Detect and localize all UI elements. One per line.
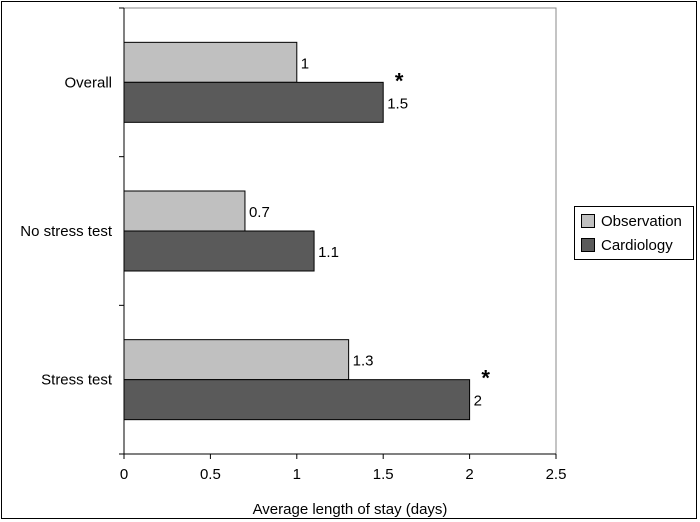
x-tick-label-2: 1 [293,466,301,483]
data-label-cardiology-overall: 1.5 [387,95,408,112]
data-label-observation-stress-test: 1.3 [353,353,374,370]
x-axis-title: Average length of stay (days) [253,501,448,518]
x-tick-label-1: 0.5 [200,466,221,483]
legend-label-observation: Observation [601,212,682,230]
x-tick-label-5: 2.5 [546,466,567,483]
legend-item-cardiology: Cardiology [581,235,673,255]
bar-cardiology-no-stress-test [123,230,315,272]
legend-item-observation: Observation [581,211,682,231]
data-label-observation-overall: 1 [301,55,309,72]
significance-mark-stress-test: * [481,366,490,391]
legend-label-cardiology: Cardiology [601,236,673,254]
legend-swatch-observation [581,214,595,228]
data-label-cardiology-stress-test: 2 [474,393,482,410]
category-label-stress-test: Stress test [41,372,113,389]
x-tick-label-4: 2 [465,466,473,483]
data-label-cardiology-no-stress-test: 1.1 [318,244,339,261]
bar-cardiology-overall [123,81,384,123]
bar-cardiology-stress-test [123,379,471,421]
data-label-observation-no-stress-test: 0.7 [249,204,270,221]
bar-observation-overall [123,41,298,83]
legend-swatch-cardiology [581,238,595,252]
legend: Observation Cardiology [574,206,694,260]
x-tick-label-3: 1.5 [373,466,394,483]
bar-observation-stress-test [123,339,350,381]
category-label-overall: Overall [64,74,112,91]
category-label-no-stress-test: No stress test [20,223,113,240]
x-tick-label-0: 0 [120,466,128,483]
significance-mark-overall: * [395,68,404,93]
bar-observation-no-stress-test [123,190,246,232]
